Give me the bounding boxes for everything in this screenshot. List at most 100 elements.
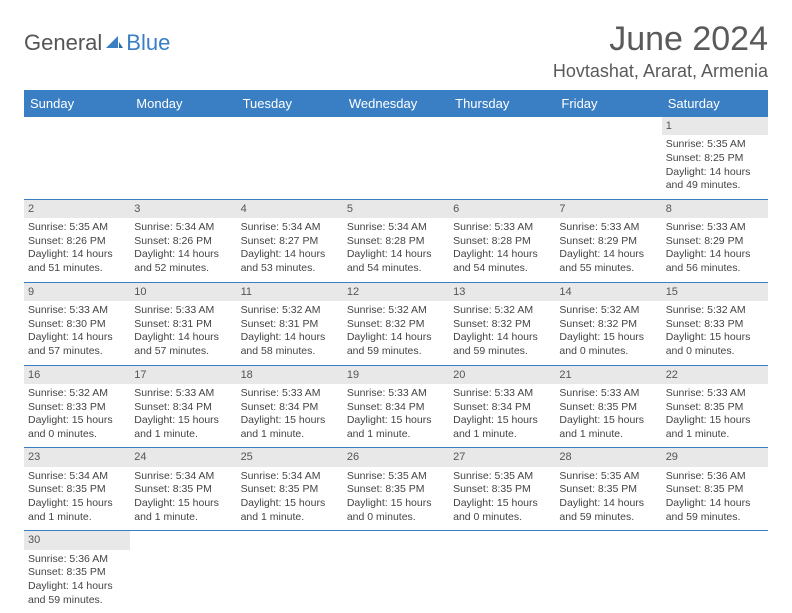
- calendar-cell: 18Sunrise: 5:33 AMSunset: 8:34 PMDayligh…: [237, 365, 343, 448]
- calendar-cell: 17Sunrise: 5:33 AMSunset: 8:34 PMDayligh…: [130, 365, 236, 448]
- day-details: Sunrise: 5:34 AMSunset: 8:28 PMDaylight:…: [347, 221, 445, 276]
- sunset-text: Sunset: 8:35 PM: [666, 401, 764, 415]
- calendar-cell: 11Sunrise: 5:32 AMSunset: 8:31 PMDayligh…: [237, 282, 343, 365]
- sunset-text: Sunset: 8:35 PM: [559, 401, 657, 415]
- daylight-text: Daylight: 15 hours and 0 minutes.: [347, 497, 445, 524]
- calendar-cell: 13 Sunrise: 5:32 AMSunset: 8:32 PMDayligh…: [449, 282, 555, 365]
- calendar-week-row: 1Sunrise: 5:35 AMSunset: 8:25 PMDaylight…: [24, 117, 768, 199]
- daylight-text: Daylight: 14 hours and 53 minutes.: [241, 248, 339, 275]
- day-number: 10: [130, 283, 236, 301]
- day-number: 24: [130, 448, 236, 466]
- calendar-week-row: 9Sunrise: 5:33 AMSunset: 8:30 PMDaylight…: [24, 282, 768, 365]
- sunrise-text: Sunrise: 5:32 AM: [666, 304, 764, 318]
- page-title: June 2024: [553, 20, 768, 59]
- day-details: Sunrise: 5:33 AMSunset: 8:30 PMDaylight:…: [28, 304, 126, 359]
- sunset-text: Sunset: 8:32 PM: [559, 318, 657, 332]
- calendar-cell: 22Sunrise: 5:33 AMSunset: 8:35 PMDayligh…: [662, 365, 768, 448]
- sunset-text: Sunset: 8:27 PM: [241, 235, 339, 249]
- calendar-cell: 8Sunrise: 5:33 AMSunset: 8:29 PMDaylight…: [662, 199, 768, 282]
- day-number: 27: [449, 448, 555, 466]
- daylight-text: Daylight: 15 hours and 0 minutes.: [559, 331, 657, 358]
- sunset-text: Sunset: 8:35 PM: [453, 483, 551, 497]
- daylight-text: Daylight: 14 hours and 59 minutes.: [28, 580, 126, 607]
- calendar-week-row: 23Sunrise: 5:34 AMSunset: 8:35 PMDayligh…: [24, 448, 768, 531]
- day-details: Sunrise: 5:32 AMSunset: 8:33 PMDaylight:…: [666, 304, 764, 359]
- logo-sail-icon: [104, 30, 124, 56]
- sunset-text: Sunset: 8:30 PM: [28, 318, 126, 332]
- sunrise-text: Sunrise: 5:33 AM: [453, 221, 551, 235]
- day-details: Sunrise: 5:33 AMSunset: 8:31 PMDaylight:…: [134, 304, 232, 359]
- day-details: Sunrise: 5:33 AMSunset: 8:34 PMDaylight:…: [134, 387, 232, 442]
- sunset-text: Sunset: 8:34 PM: [347, 401, 445, 415]
- daylight-text: Daylight: 15 hours and 1 minute.: [347, 414, 445, 441]
- calendar-cell: 10 Sunrise: 5:33 AMSunset: 8:31 PMDayligh…: [130, 282, 236, 365]
- day-details: Sunrise: 5:32 AMSunset: 8:32 PMDaylight:…: [347, 304, 445, 359]
- sunset-text: Sunset: 8:28 PM: [347, 235, 445, 249]
- sunset-text: Sunset: 8:35 PM: [28, 566, 126, 580]
- calendar-cell: [343, 531, 449, 613]
- calendar-cell: 29Sunrise: 5:36 AMSunset: 8:35 PMDayligh…: [662, 448, 768, 531]
- calendar-cell: [449, 531, 555, 613]
- day-number: 11: [237, 283, 343, 301]
- sunset-text: Sunset: 8:34 PM: [453, 401, 551, 415]
- day-number: 23: [24, 448, 130, 466]
- day-number: 2: [24, 200, 130, 218]
- sunset-text: Sunset: 8:31 PM: [134, 318, 232, 332]
- day-number: 4: [237, 200, 343, 218]
- day-header: Saturday: [662, 90, 768, 117]
- sunset-text: Sunset: 8:29 PM: [559, 235, 657, 249]
- calendar-cell: 9Sunrise: 5:33 AMSunset: 8:30 PMDaylight…: [24, 282, 130, 365]
- logo: General Blue: [24, 20, 170, 56]
- day-number: 1: [662, 117, 768, 135]
- daylight-text: Daylight: 14 hours and 51 minutes.: [28, 248, 126, 275]
- sunrise-text: Sunrise: 5:33 AM: [134, 304, 232, 318]
- daylight-text: Daylight: 14 hours and 54 minutes.: [347, 248, 445, 275]
- logo-text-blue: Blue: [126, 30, 170, 56]
- sunset-text: Sunset: 8:28 PM: [453, 235, 551, 249]
- day-details: Sunrise: 5:34 AMSunset: 8:26 PMDaylight:…: [134, 221, 232, 276]
- calendar-cell: 19 Sunrise: 5:33 AMSunset: 8:34 PMDayligh…: [343, 365, 449, 448]
- day-details: Sunrise: 5:33 AMSunset: 8:34 PMDaylight:…: [347, 387, 445, 442]
- day-number: 21: [555, 366, 661, 384]
- sunrise-text: Sunrise: 5:32 AM: [28, 387, 126, 401]
- day-number: 12: [343, 283, 449, 301]
- sunrise-text: Sunrise: 5:32 AM: [241, 304, 339, 318]
- sunrise-text: Sunrise: 5:33 AM: [453, 387, 551, 401]
- sunrise-text: Sunrise: 5:36 AM: [28, 553, 126, 567]
- sunset-text: Sunset: 8:33 PM: [666, 318, 764, 332]
- calendar-cell: 16Sunrise: 5:32 AMSunset: 8:33 PMDayligh…: [24, 365, 130, 448]
- day-details: Sunrise: 5:34 AMSunset: 8:35 PMDaylight:…: [134, 470, 232, 525]
- sunset-text: Sunset: 8:32 PM: [347, 318, 445, 332]
- calendar-cell: [130, 117, 236, 199]
- daylight-text: Daylight: 14 hours and 59 minutes.: [453, 331, 551, 358]
- sunrise-text: Sunrise: 5:35 AM: [559, 470, 657, 484]
- daylight-text: Daylight: 14 hours and 52 minutes.: [134, 248, 232, 275]
- day-number: 30: [24, 531, 130, 549]
- calendar-cell: 23Sunrise: 5:34 AMSunset: 8:35 PMDayligh…: [24, 448, 130, 531]
- daylight-text: Daylight: 14 hours and 56 minutes.: [666, 248, 764, 275]
- day-header-row: Sunday Monday Tuesday Wednesday Thursday…: [24, 90, 768, 117]
- day-header: Friday: [555, 90, 661, 117]
- day-details: Sunrise: 5:36 AMSunset: 8:35 PMDaylight:…: [28, 553, 126, 608]
- daylight-text: Daylight: 14 hours and 58 minutes.: [241, 331, 339, 358]
- day-details: Sunrise: 5:33 AMSunset: 8:28 PMDaylight:…: [453, 221, 551, 276]
- sunrise-text: Sunrise: 5:34 AM: [347, 221, 445, 235]
- calendar-cell: 28Sunrise: 5:35 AMSunset: 8:35 PMDayligh…: [555, 448, 661, 531]
- sunset-text: Sunset: 8:34 PM: [241, 401, 339, 415]
- sunset-text: Sunset: 8:35 PM: [28, 483, 126, 497]
- day-number: 13: [449, 283, 555, 301]
- day-number: 19: [343, 366, 449, 384]
- day-number: 18: [237, 366, 343, 384]
- calendar-cell: 24 Sunrise: 5:34 AMSunset: 8:35 PMDayligh…: [130, 448, 236, 531]
- calendar-cell: [555, 531, 661, 613]
- calendar-cell: 21Sunrise: 5:33 AMSunset: 8:35 PMDayligh…: [555, 365, 661, 448]
- logo-text-general: General: [24, 30, 102, 56]
- calendar-week-row: 30 Sunrise: 5:36 AMSunset: 8:35 PMDayligh…: [24, 531, 768, 613]
- sunrise-text: Sunrise: 5:33 AM: [666, 387, 764, 401]
- calendar-cell: 5Sunrise: 5:34 AMSunset: 8:28 PMDaylight…: [343, 199, 449, 282]
- day-details: Sunrise: 5:33 AMSunset: 8:35 PMDaylight:…: [666, 387, 764, 442]
- daylight-text: Daylight: 15 hours and 1 minute.: [134, 414, 232, 441]
- sunrise-text: Sunrise: 5:34 AM: [134, 221, 232, 235]
- day-details: Sunrise: 5:32 AMSunset: 8:32 PMDaylight:…: [453, 304, 551, 359]
- day-number: 28: [555, 448, 661, 466]
